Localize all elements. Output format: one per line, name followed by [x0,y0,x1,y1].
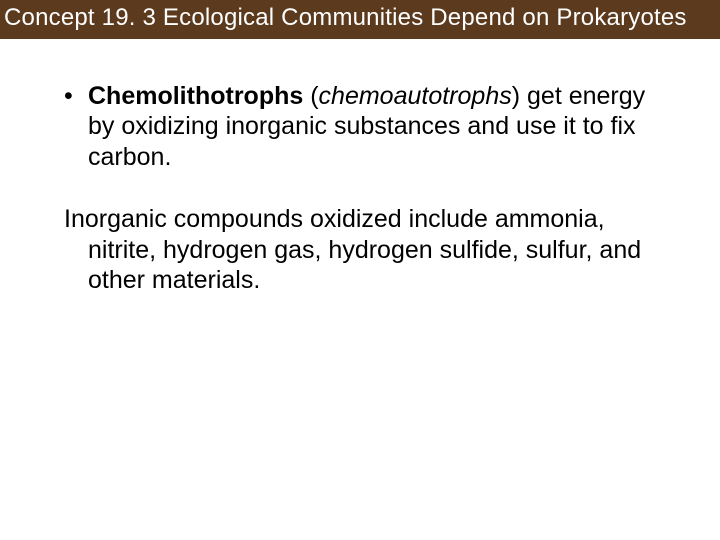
concept-title: Concept 19. 3 Ecological Communities Dep… [4,4,687,31]
paragraph: Inorganic compounds oxidized include amm… [64,204,656,296]
concept-header: Concept 19. 3 Ecological Communities Dep… [0,0,720,39]
slide: Concept 19. 3 Ecological Communities Dep… [0,0,720,540]
paren-open: ( [310,82,318,110]
term-bold: Chemolithotrophs [88,82,303,110]
bullet-text: Chemolithotrophs (chemoautotrophs) get e… [88,81,656,173]
term-italic: chemoautotrophs [319,82,512,110]
paren-close: ) [512,82,520,110]
slide-body: • Chemolithotrophs (chemoautotrophs) get… [0,39,720,296]
bullet-marker: • [64,81,88,112]
bullet-item: • Chemolithotrophs (chemoautotrophs) get… [64,81,656,173]
